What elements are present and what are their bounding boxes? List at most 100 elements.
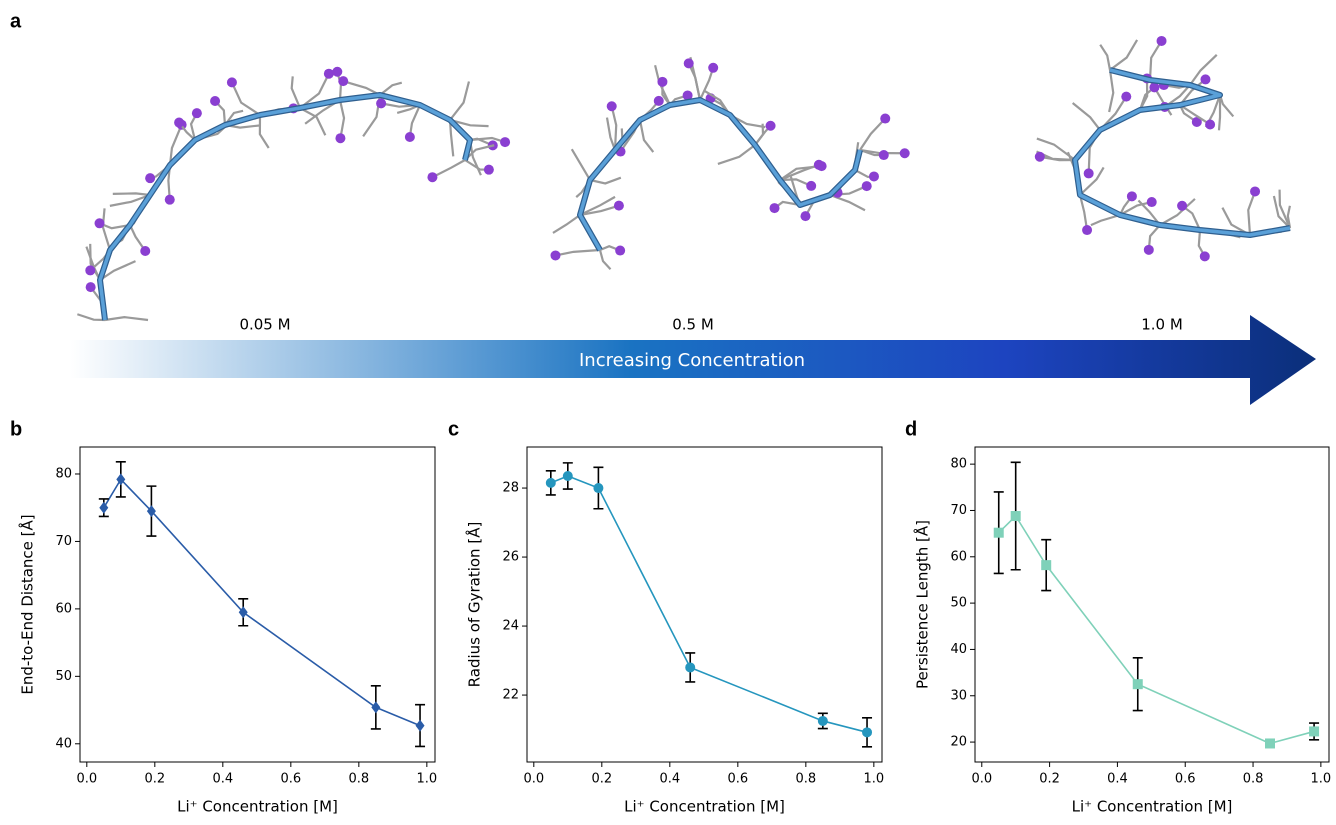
marker xyxy=(817,715,828,726)
lithium-ion xyxy=(1199,251,1210,262)
side-chain xyxy=(338,99,346,139)
y-tick-label: 28 xyxy=(502,481,519,496)
side-chain xyxy=(1071,102,1101,131)
lithium-ion xyxy=(800,211,811,222)
marker xyxy=(415,719,425,732)
x-tick-label: 0.0 xyxy=(971,772,992,787)
lithium-ion xyxy=(880,113,891,124)
lithium-ion xyxy=(323,68,334,79)
marker xyxy=(116,473,126,486)
lithium-ion xyxy=(708,62,719,73)
x-tick-label: 0.6 xyxy=(280,772,301,787)
side-chain xyxy=(1137,199,1161,226)
lithium-ion xyxy=(94,218,105,229)
side-chain xyxy=(1159,198,1196,226)
panel-letter: d xyxy=(905,418,917,440)
lithium-ion xyxy=(1177,200,1188,211)
x-tick-label: 0.2 xyxy=(591,772,612,787)
panel-letter: c xyxy=(448,418,459,440)
marker xyxy=(1309,726,1320,737)
y-axis-label: Persistence Length [Å] xyxy=(913,520,932,689)
side-chain xyxy=(77,313,106,322)
side-chain xyxy=(1179,104,1211,126)
panel-letter: a xyxy=(10,10,22,32)
lithium-ion xyxy=(615,245,626,256)
y-tick-label: 20 xyxy=(950,735,967,750)
x-tick-label: 0.0 xyxy=(523,772,544,787)
arrow-label: Increasing Concentration xyxy=(579,350,805,371)
side-chain xyxy=(579,195,616,216)
lithium-ion xyxy=(1082,225,1093,236)
lithium-ion xyxy=(500,137,511,148)
lithium-ion xyxy=(813,159,824,170)
lithium-ion xyxy=(1126,191,1137,202)
side-chain xyxy=(379,81,403,96)
side-chain xyxy=(1148,40,1163,81)
y-tick-label: 30 xyxy=(950,688,967,703)
marker xyxy=(545,477,556,488)
y-tick-label: 70 xyxy=(950,503,967,518)
side-chain xyxy=(859,117,887,151)
y-tick-label: 26 xyxy=(502,550,519,565)
lithium-ion xyxy=(899,148,910,159)
side-chain xyxy=(104,316,149,322)
side-chain xyxy=(1119,200,1152,216)
lithium-ion xyxy=(683,58,694,69)
side-chain xyxy=(638,119,655,153)
lithium-ion xyxy=(174,117,185,128)
marker xyxy=(1265,738,1275,749)
x-tick-label: 0.4 xyxy=(212,772,233,787)
y-axis-label: End-to-End Distance [Å] xyxy=(18,514,37,694)
lithium-ion xyxy=(1250,186,1261,197)
side-chain xyxy=(552,214,581,234)
side-chain xyxy=(1217,94,1222,131)
y-tick-label: 50 xyxy=(55,669,72,684)
side-chain xyxy=(299,107,327,136)
lithium-ion xyxy=(765,120,776,131)
side-chain xyxy=(1079,166,1105,196)
marker xyxy=(993,527,1004,538)
side-chain xyxy=(449,81,471,121)
side-chain xyxy=(555,248,601,257)
side-chain xyxy=(1109,39,1139,71)
side-chain xyxy=(129,224,147,252)
concentration-label: 1.0 M xyxy=(1141,316,1183,334)
marker xyxy=(371,701,381,714)
y-tick-label: 80 xyxy=(950,457,967,472)
backbone xyxy=(578,98,862,251)
side-chain xyxy=(109,193,151,207)
y-tick-label: 80 xyxy=(55,466,72,481)
side-chain xyxy=(829,193,866,212)
data-line xyxy=(103,478,421,727)
marker xyxy=(99,501,109,514)
side-chain xyxy=(101,208,112,251)
side-chain xyxy=(448,119,455,157)
side-chain xyxy=(112,192,151,197)
y-tick-label: 50 xyxy=(950,596,967,611)
lithium-ion xyxy=(85,282,96,293)
marker xyxy=(685,662,696,673)
lithium-ion xyxy=(210,96,221,107)
side-chain xyxy=(224,109,244,126)
lithium-ion xyxy=(1200,74,1211,85)
side-chain xyxy=(598,249,612,271)
marker xyxy=(1132,679,1143,690)
x-tick-label: 1.0 xyxy=(1311,772,1332,787)
side-chain xyxy=(570,148,591,181)
lithium-ion xyxy=(1156,35,1167,46)
lithium-ion xyxy=(868,171,879,182)
side-chain xyxy=(610,105,618,151)
side-chain xyxy=(1108,69,1115,113)
side-chain xyxy=(431,159,466,179)
lithium-ion xyxy=(191,108,202,119)
backbone-outline xyxy=(97,92,473,321)
x-axis-label: Li⁺ Concentration [M] xyxy=(177,798,338,816)
lithium-ion xyxy=(164,194,175,205)
marker xyxy=(1041,560,1052,571)
marker xyxy=(862,727,873,738)
x-axis-label: Li⁺ Concentration [M] xyxy=(1072,798,1233,816)
marker xyxy=(562,470,573,481)
lithium-ion xyxy=(653,95,664,106)
x-tick-label: 0.8 xyxy=(1243,772,1264,787)
